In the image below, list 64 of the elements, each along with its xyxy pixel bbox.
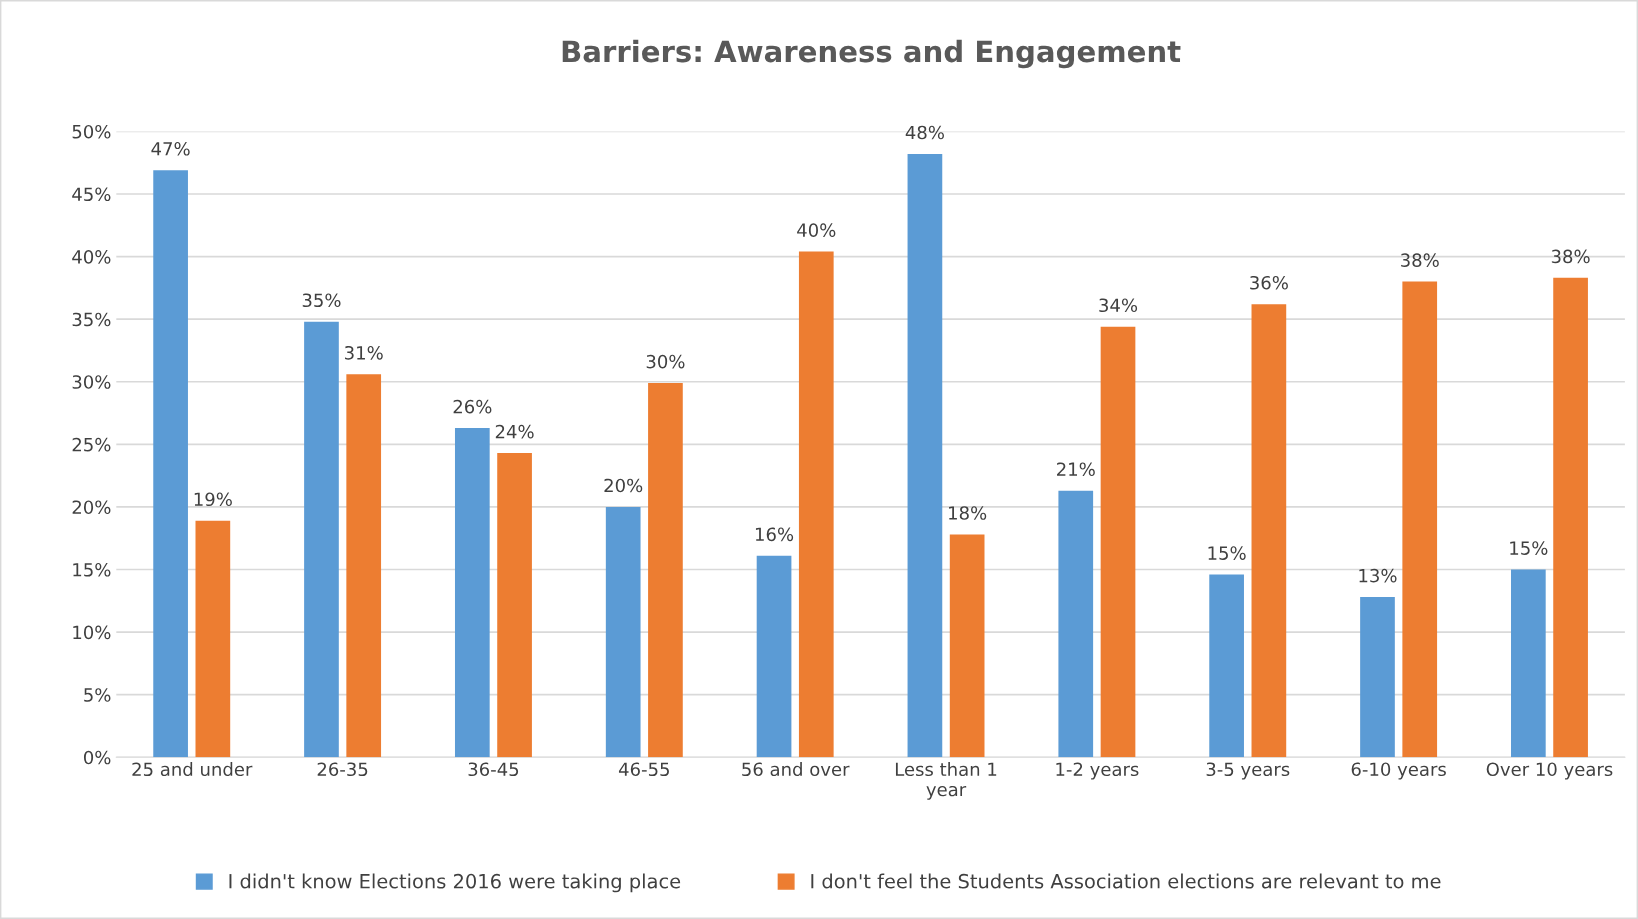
bar <box>605 506 641 758</box>
data-label: 21% <box>1057 462 1095 477</box>
data-label: 16% <box>755 527 794 542</box>
data-label: 18% <box>949 506 987 520</box>
bar <box>1058 490 1094 758</box>
data-label: 20% <box>604 478 643 493</box>
data-label: 30% <box>646 354 685 369</box>
data-label: 36% <box>1250 275 1288 290</box>
x-tick-label: 3-5 years <box>1206 762 1290 780</box>
y-tick-label: 40% <box>72 250 111 264</box>
y-tick-label: 10% <box>73 625 111 640</box>
bar <box>1402 281 1438 758</box>
bar <box>648 383 683 758</box>
bar <box>1209 574 1244 758</box>
bar <box>798 251 834 758</box>
x-tick-label: 25 and under <box>132 762 253 777</box>
data-label: 47% <box>151 141 190 156</box>
y-tick-label: 50% <box>72 124 111 139</box>
bar <box>1511 569 1546 758</box>
y-tick-label: 45% <box>72 187 111 202</box>
data-label: 13% <box>1359 568 1397 583</box>
data-label: 15% <box>1208 546 1246 560</box>
chart-title: Barriers: Awareness and Engagement <box>562 39 1181 69</box>
y-tick-label: 35% <box>72 312 111 327</box>
bar <box>907 153 943 758</box>
y-tick-label: 0% <box>83 750 111 765</box>
bar <box>756 555 792 758</box>
x-tick-label: 26-35 <box>317 762 368 777</box>
bar <box>346 374 382 758</box>
legend-label: I don't feel the Students Association elections are relevant to me <box>811 873 1441 889</box>
bar <box>1251 304 1287 758</box>
x-tick-label: 1-2 years <box>1056 762 1139 780</box>
x-tick-label: 56 and over <box>742 762 850 777</box>
bar <box>195 520 231 758</box>
bar <box>1100 326 1136 758</box>
data-label: 24% <box>495 424 534 439</box>
y-tick-label: 15% <box>73 562 111 577</box>
y-tick-label: 20% <box>72 500 111 515</box>
x-tick-label: 36-45 <box>468 762 519 777</box>
data-label: 19% <box>194 492 232 507</box>
x-tick-label: 6-10 years <box>1351 762 1446 780</box>
y-tick-label: 25% <box>72 437 111 452</box>
x-tick-label: Less than 1 year <box>895 762 997 800</box>
data-label: 40% <box>797 223 836 237</box>
data-label: 48% <box>905 125 944 140</box>
bar <box>304 321 339 758</box>
bar <box>454 428 490 758</box>
y-tick-label: 30% <box>72 375 111 389</box>
bar <box>497 453 532 758</box>
data-label: 38% <box>1551 249 1590 264</box>
x-tick-label: Over 10 years <box>1486 762 1613 780</box>
data-label: 15% <box>1510 541 1548 555</box>
bar <box>153 170 188 758</box>
data-label: 31% <box>345 345 383 360</box>
data-label: 38% <box>1401 253 1439 268</box>
bar <box>1553 277 1588 758</box>
data-label: 35% <box>302 293 341 308</box>
y-tick-label: 5% <box>84 688 111 702</box>
bar <box>1360 597 1395 758</box>
bar <box>949 534 985 758</box>
x-tick-label: 46-55 <box>618 762 669 777</box>
data-label: 34% <box>1099 298 1138 313</box>
data-label: 26% <box>453 399 492 414</box>
legend-label: I didn't know Elections 2016 were taking place <box>229 873 681 893</box>
